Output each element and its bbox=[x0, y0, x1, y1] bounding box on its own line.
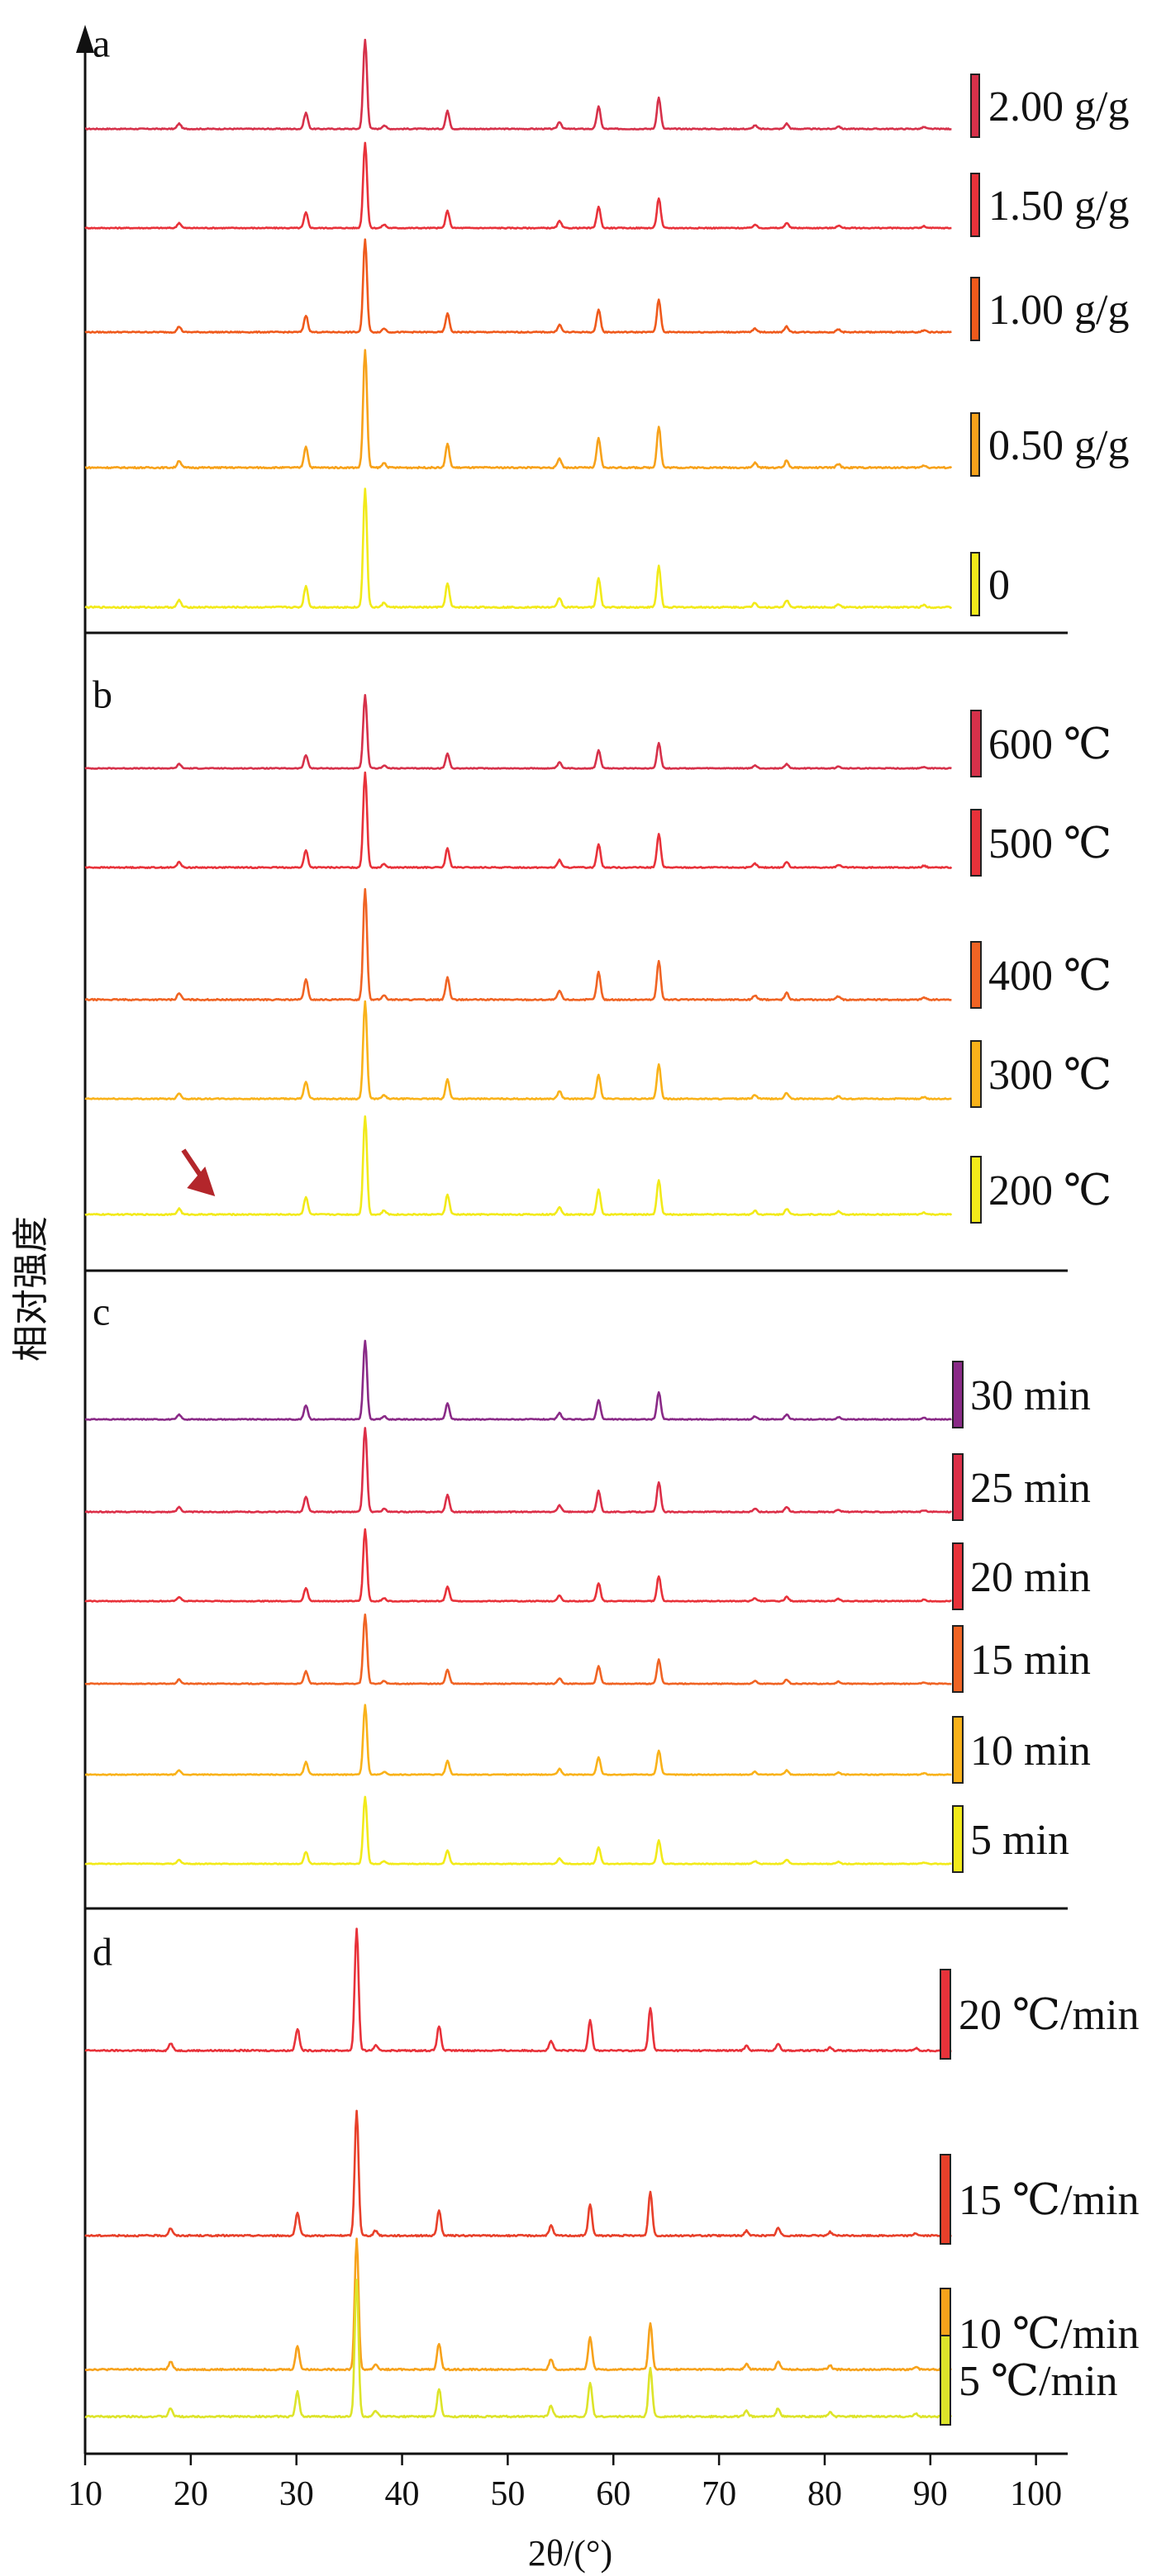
x-tick-label: 30 bbox=[279, 2475, 314, 2513]
series-line bbox=[85, 887, 952, 1002]
x-tick-label: 70 bbox=[702, 2475, 736, 2513]
panel-label: b bbox=[93, 673, 112, 717]
y-axis-arrow bbox=[76, 25, 94, 53]
series-line bbox=[84, 1339, 952, 1421]
series-line bbox=[84, 141, 952, 230]
panel-b: b 600 ℃ 500 ℃ 400 ℃ 300 ℃ 200 ℃ bbox=[84, 673, 1111, 1224]
legend-label: 5 min bbox=[970, 1817, 1069, 1864]
axes bbox=[76, 25, 1068, 2455]
legend-swatch bbox=[952, 1453, 964, 1521]
series-line bbox=[84, 487, 953, 610]
x-axis-label: 2θ/(°) bbox=[528, 2533, 612, 2574]
series-line bbox=[84, 1614, 952, 1685]
x-tick-label: 60 bbox=[596, 2475, 631, 2513]
x-ticks: 10 20 30 40 50 60 70 80 90 100 bbox=[68, 2454, 1062, 2513]
legend-swatch bbox=[970, 941, 982, 1009]
legend-swatch bbox=[970, 710, 982, 777]
legend-swatch bbox=[952, 1625, 964, 1693]
legend-label: 2.00 g/g bbox=[988, 83, 1129, 131]
legend-label: 1.00 g/g bbox=[988, 287, 1129, 334]
series-line bbox=[84, 2279, 953, 2419]
series-line bbox=[84, 1795, 952, 1865]
legend-label: 5 ℃/min bbox=[959, 2358, 1118, 2405]
legend-swatch bbox=[970, 1040, 982, 1108]
legend-swatch bbox=[970, 74, 980, 138]
legend-swatch bbox=[970, 173, 980, 237]
panels: a 2.00 g/g 1.50 g/g 1.00 g/g 0.50 g/g 0 b 600 ℃… bbox=[84, 22, 1140, 2426]
series-line bbox=[84, 1528, 952, 1603]
x-tick-label: 80 bbox=[807, 2475, 842, 2513]
x-tick-label: 20 bbox=[174, 2475, 208, 2513]
series-line bbox=[85, 38, 952, 131]
series-line bbox=[84, 694, 952, 770]
series-line bbox=[84, 238, 952, 334]
legend-swatch bbox=[940, 2335, 951, 2426]
legend-label: 15 ℃/min bbox=[959, 2177, 1140, 2224]
x-tick-label: 90 bbox=[913, 2475, 948, 2513]
series-line bbox=[84, 2109, 952, 2238]
legend-swatch bbox=[952, 1542, 964, 1610]
legend-swatch bbox=[970, 412, 980, 477]
series-line bbox=[84, 349, 953, 470]
legend-label: 15 min bbox=[970, 1637, 1091, 1684]
legend-swatch bbox=[970, 552, 980, 616]
legend-swatch bbox=[952, 1361, 964, 1428]
x-tick-label: 100 bbox=[1010, 2475, 1062, 2513]
legend-swatch bbox=[952, 1805, 964, 1873]
legend-swatch bbox=[940, 2154, 951, 2245]
legend-label: 500 ℃ bbox=[988, 820, 1111, 867]
legend-label: 300 ℃ bbox=[988, 1052, 1111, 1099]
legend-label: 0 bbox=[988, 562, 1010, 609]
panel-label: d bbox=[93, 1931, 112, 1975]
x-tick-label: 50 bbox=[490, 2475, 525, 2513]
series-line bbox=[84, 1927, 952, 2053]
series-line bbox=[84, 1000, 952, 1100]
legend-label: 1.50 g/g bbox=[988, 183, 1129, 230]
panel-c: c 30 min 25 min 20 min 15 min 10 min 5 min bbox=[84, 1290, 1091, 1873]
legend-swatch bbox=[970, 1156, 982, 1224]
panel-a: a 2.00 g/g 1.50 g/g 1.00 g/g 0.50 g/g 0 bbox=[84, 22, 1129, 616]
legend-swatch bbox=[940, 1969, 951, 2060]
series-line bbox=[84, 1427, 952, 1514]
y-axis-label: 相对强度 bbox=[10, 1216, 52, 1362]
legend-swatch bbox=[970, 809, 982, 877]
legend-swatch bbox=[952, 1716, 964, 1784]
series-line bbox=[84, 771, 953, 869]
panel-label: a bbox=[93, 22, 110, 66]
panel-separators bbox=[85, 631, 1068, 1910]
series-line bbox=[84, 1704, 952, 1776]
legend-label: 10 min bbox=[970, 1728, 1091, 1775]
legend-swatch bbox=[970, 277, 980, 341]
legend-label: 20 ℃/min bbox=[959, 1992, 1140, 2039]
x-tick-label: 40 bbox=[385, 2475, 420, 2513]
legend-label: 10 ℃/min bbox=[959, 2311, 1140, 2358]
series-line bbox=[84, 2237, 952, 2372]
legend-label: 25 min bbox=[970, 1465, 1091, 1512]
legend-label: 30 min bbox=[970, 1372, 1091, 1419]
series-line bbox=[84, 1115, 953, 1216]
x-tick-label: 10 bbox=[68, 2475, 102, 2513]
annotation-arrow-head bbox=[187, 1167, 216, 1196]
legend-label: 200 ℃ bbox=[988, 1167, 1111, 1214]
legend-label: 600 ℃ bbox=[988, 721, 1111, 768]
legend-label: 400 ℃ bbox=[988, 953, 1111, 1000]
legend-label: 0.50 g/g bbox=[988, 422, 1129, 469]
legend-label: 20 min bbox=[970, 1554, 1091, 1601]
panel-label: c bbox=[93, 1290, 110, 1334]
